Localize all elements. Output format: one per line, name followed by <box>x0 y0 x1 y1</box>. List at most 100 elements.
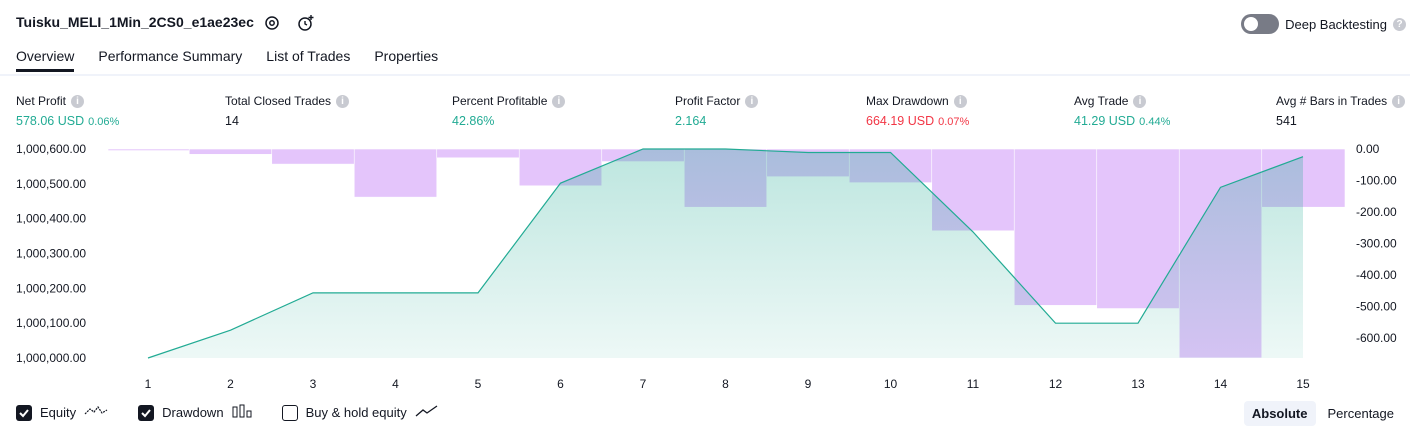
info-icon[interactable]: i <box>1392 94 1406 108</box>
drawdown-bars-icon <box>232 404 252 421</box>
metric-value: 664.19 USD <box>866 114 935 128</box>
x-axis-tick-label: 6 <box>557 377 564 390</box>
drawdown-bar <box>188 148 273 155</box>
left-axis-tick-label: 1,000,400.00 <box>16 212 86 226</box>
x-axis-tick-label: 3 <box>310 377 317 390</box>
metric-value: 14 <box>225 114 239 128</box>
percentage-button[interactable]: Percentage <box>1327 406 1395 421</box>
metric-label: Net Profit <box>16 94 67 108</box>
x-axis-tick-label: 9 <box>805 377 812 390</box>
metric-max-drawdown: Max Drawdown i 664.19 USD 0.07% <box>866 94 969 128</box>
absolute-button[interactable]: Absolute <box>1243 401 1316 426</box>
x-axis-tick-label: 11 <box>967 377 980 390</box>
metric-avg-trade: Avg Trade i 41.29 USD 0.44% <box>1074 94 1170 128</box>
left-axis-tick-label: 1,000,200.00 <box>16 281 86 295</box>
left-axis-tick-label: 1,000,500.00 <box>16 177 86 191</box>
buy-hold-line-icon <box>415 404 439 421</box>
legend-buy-hold[interactable]: Buy & hold equity <box>281 404 439 421</box>
drawdown-bar <box>1013 148 1098 306</box>
legend-buy-hold-label: Buy & hold equity <box>305 405 407 420</box>
left-axis-tick-label: 1,000,600.00 <box>16 142 86 156</box>
metric-value: 41.29 USD <box>1074 114 1136 128</box>
info-icon[interactable]: i <box>336 94 350 108</box>
metric-percent: 0.44% <box>1139 116 1171 128</box>
right-axis-tick-label: -500.00 <box>1356 299 1397 313</box>
metric-value: 2.164 <box>675 114 707 128</box>
deep-backtesting: Deep Backtesting ? <box>1241 14 1406 34</box>
left-axis-tick-label: 1,000,000.00 <box>16 351 86 365</box>
tab-bar: Overview Performance Summary List of Tra… <box>16 48 438 72</box>
metric-label: Avg # Bars in Trades <box>1276 94 1388 108</box>
left-axis-tick-label: 1,000,100.00 <box>16 316 86 330</box>
strategy-title: Tuisku_MELI_1Min_2CS0_e1ae23ec <box>16 14 254 30</box>
drawdown-bar <box>271 148 355 165</box>
chart-legend: Equity Drawdown Buy & hold equity <box>16 404 469 421</box>
x-axis-tick-label: 5 <box>475 377 482 390</box>
metric-label: Max Drawdown <box>866 94 949 108</box>
tab-overview[interactable]: Overview <box>16 48 75 72</box>
x-axis-tick-label: 13 <box>1131 377 1145 390</box>
info-icon[interactable]: i <box>552 94 566 108</box>
metric-value: 578.06 USD <box>16 114 85 128</box>
add-alert-icon[interactable] <box>296 13 316 33</box>
info-icon[interactable]: i <box>953 94 967 108</box>
deep-backtesting-label: Deep Backtesting <box>1285 16 1387 32</box>
x-axis-tick-label: 8 <box>722 377 729 390</box>
settings-icon[interactable] <box>262 13 282 33</box>
metric-total-closed-trades: Total Closed Trades i 14 <box>225 94 350 128</box>
metric-percent: 0.06% <box>88 116 120 128</box>
right-axis-tick-label: -400.00 <box>1356 268 1397 282</box>
metric-label: Total Closed Trades <box>225 94 332 108</box>
tab-divider <box>0 74 1410 76</box>
x-axis-tick-label: 4 <box>392 377 399 390</box>
x-axis-tick-label: 12 <box>1049 377 1063 390</box>
metric-label: Avg Trade <box>1074 94 1129 108</box>
buy-hold-checkbox[interactable] <box>281 404 298 421</box>
toggle-knob <box>1244 17 1259 31</box>
tab-performance-summary[interactable]: Performance Summary <box>98 48 243 64</box>
drawdown-checkbox[interactable] <box>138 404 155 421</box>
metric-percent-profitable: Percent Profitable i 42.86% <box>452 94 566 128</box>
info-icon[interactable]: i <box>745 94 759 108</box>
right-axis-tick-label: -300.00 <box>1356 236 1397 250</box>
x-axis-tick-label: 14 <box>1214 377 1228 390</box>
equity-drawdown-chart[interactable]: 1,000,000.00 1,000,100.00 1,000,200.00 1,00… <box>0 140 1424 390</box>
x-axis-tick-label: 2 <box>227 377 234 390</box>
tab-properties[interactable]: Properties <box>374 48 439 64</box>
metric-label: Profit Factor <box>675 94 741 108</box>
right-axis-tick-label: 0.00 <box>1356 142 1380 156</box>
display-mode-switch: Absolute Percentage <box>1243 401 1402 426</box>
metric-percent: 0.07% <box>938 116 970 128</box>
drawdown-bar <box>353 148 438 198</box>
x-axis-tick-label: 1 <box>145 377 152 390</box>
tab-list-of-trades[interactable]: List of Trades <box>266 48 351 64</box>
legend-drawdown-label: Drawdown <box>162 405 224 420</box>
legend-equity[interactable]: Equity <box>16 404 108 421</box>
drawdown-bar <box>436 148 520 159</box>
metric-value: 42.86% <box>452 114 495 128</box>
legend-drawdown[interactable]: Drawdown <box>138 404 252 421</box>
x-axis-tick-label: 15 <box>1296 377 1310 390</box>
x-axis-tick-label: 7 <box>640 377 647 390</box>
equity-checkbox[interactable] <box>16 404 32 421</box>
top-bar: Tuisku_MELI_1Min_2CS0_e1ae23ec Deep Back… <box>0 0 1424 46</box>
metric-label: Percent Profitable <box>452 94 548 108</box>
equity-area <box>148 149 1303 358</box>
equity-line-icon <box>84 404 108 421</box>
legend-equity-label: Equity <box>40 405 77 420</box>
metric-value: 541 <box>1276 114 1297 128</box>
equity-line <box>147 148 1304 359</box>
right-axis-tick-label: -100.00 <box>1356 173 1397 187</box>
right-axis-tick-label: -600.00 <box>1356 331 1397 345</box>
right-axis-tick-label: -200.00 <box>1356 205 1397 219</box>
metric-net-profit: Net Profit i 578.06 USD 0.06% <box>16 94 119 128</box>
metric-profit-factor: Profit Factor i 2.164 <box>675 94 759 128</box>
info-icon[interactable]: i <box>71 94 85 108</box>
metric-avg-bars: Avg # Bars in Trades i 541 <box>1276 94 1406 128</box>
drawdown-bar <box>107 148 190 151</box>
help-icon[interactable]: ? <box>1393 17 1406 31</box>
info-icon[interactable]: i <box>1133 94 1147 108</box>
left-axis-tick-label: 1,000,300.00 <box>16 247 86 261</box>
deep-backtesting-toggle[interactable] <box>1241 14 1280 34</box>
x-axis-tick-label: 10 <box>884 377 898 390</box>
